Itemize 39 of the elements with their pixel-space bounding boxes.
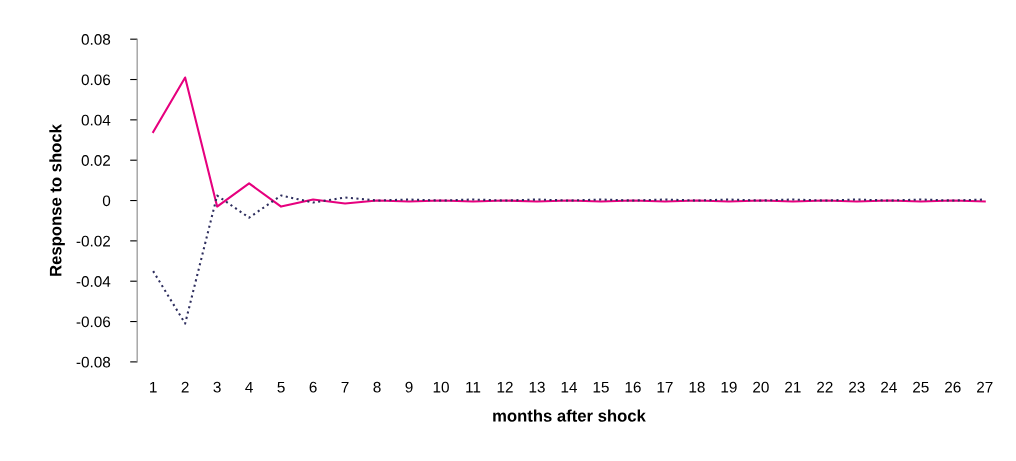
x-tick-label: 4 [245, 381, 253, 393]
x-tick-label: 24 [881, 381, 897, 393]
x-tick-label: 13 [529, 381, 545, 393]
y-tick-label: -0.06 [76, 316, 111, 328]
x-tick-label: 18 [689, 381, 705, 393]
x-tick-label: 2 [181, 381, 189, 393]
x-tick-label: 1 [150, 381, 157, 393]
x-tick-label: 8 [373, 381, 381, 393]
x-tick-label: 16 [625, 381, 641, 393]
x-tick-label: 26 [945, 381, 961, 393]
x-tick-label: 17 [657, 381, 673, 393]
x-tick-label: 22 [817, 381, 833, 393]
line-series [152, 76, 986, 208]
x-tick-label: 21 [785, 381, 801, 393]
y-tick-label: 0.02 [81, 155, 111, 166]
x-tick-label: 10 [433, 381, 449, 393]
x-tick-label: 23 [849, 381, 865, 393]
x-tick-label: 19 [721, 381, 737, 393]
x-tick-label: 6 [309, 381, 317, 393]
x-tick-label: 14 [561, 381, 578, 393]
x-tick-label: 20 [753, 381, 769, 393]
y-axis-title: Response to shock [49, 124, 65, 276]
x-tick-label: 27 [977, 381, 993, 393]
y-tick-label: -0.08 [76, 356, 111, 368]
x-tick-label: 3 [213, 381, 221, 393]
y-tick-label: -0.04 [76, 276, 111, 287]
y-tick-label: 0 [102, 195, 111, 207]
x-tick-label: 12 [497, 381, 513, 393]
y-tick-label: -0.02 [76, 235, 111, 247]
x-tick-label: 25 [913, 381, 929, 393]
y-tick-label: 0.08 [81, 34, 111, 45]
x-tick-label: 5 [277, 381, 285, 393]
x-tick-label: 15 [593, 381, 609, 393]
x-axis-title: months after shock [493, 409, 646, 422]
x-tick-label: 7 [341, 381, 349, 393]
x-tick-label: 9 [405, 381, 413, 393]
y-tick-label: 0.04 [81, 114, 111, 126]
x-tick-label: 11 [466, 381, 481, 393]
y-tick-label: 0.06 [81, 74, 111, 86]
